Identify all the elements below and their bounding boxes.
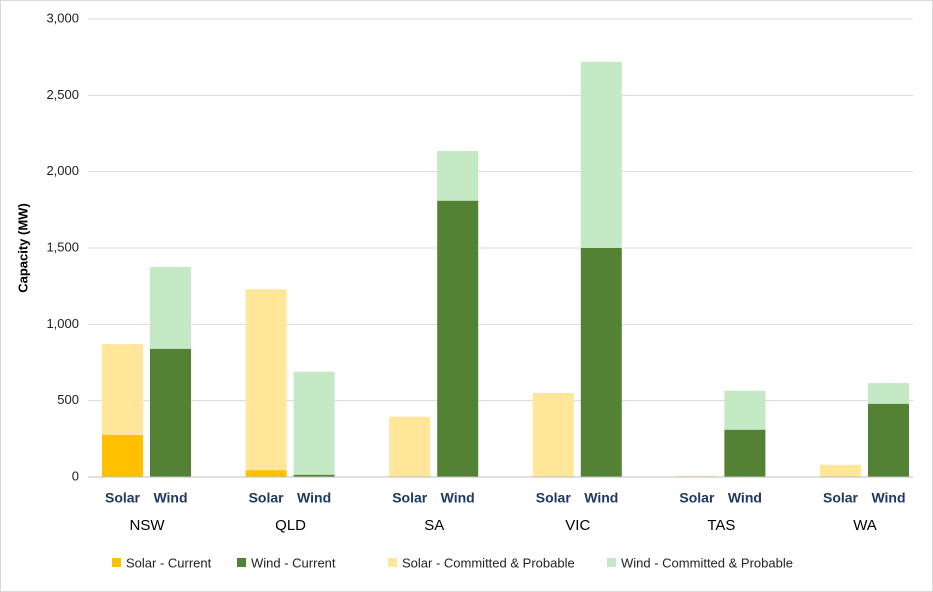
bar-segment bbox=[293, 371, 335, 475]
y-tick-label: 500 bbox=[57, 392, 79, 407]
bar-segment bbox=[102, 435, 143, 477]
legend-swatch bbox=[237, 558, 246, 567]
bar-segment bbox=[820, 464, 861, 477]
bar-segment bbox=[293, 474, 335, 477]
y-tick-label: 1,500 bbox=[46, 239, 79, 254]
bar-segment bbox=[102, 344, 143, 436]
bar-label: Wind bbox=[153, 490, 187, 506]
bar-segment bbox=[724, 390, 766, 430]
bar-segment bbox=[245, 289, 287, 471]
region-label: VIC bbox=[565, 517, 590, 534]
bar-segment bbox=[868, 403, 909, 477]
y-tick-label: 3,000 bbox=[46, 10, 79, 25]
legend-label: Solar - Committed & Probable bbox=[402, 555, 575, 570]
legend-label: Wind - Committed & Probable bbox=[621, 555, 793, 570]
bar-label: Wind bbox=[584, 490, 618, 506]
bar-segment bbox=[868, 383, 909, 404]
bar-segment bbox=[724, 429, 766, 477]
bar-label: Wind bbox=[441, 490, 475, 506]
legend-label: Solar - Current bbox=[126, 555, 212, 570]
bar-label: Wind bbox=[871, 490, 905, 506]
bar-label: Solar bbox=[823, 490, 859, 506]
legend-swatch bbox=[112, 558, 121, 567]
region-label: QLD bbox=[275, 517, 306, 534]
region-label: NSW bbox=[130, 517, 166, 534]
region-label: SA bbox=[424, 517, 444, 534]
bar-segment bbox=[532, 393, 574, 477]
y-axis-title: Capacity (MW) bbox=[15, 203, 30, 293]
bar-label: Solar bbox=[392, 490, 428, 506]
legend-label: Wind - Current bbox=[251, 555, 336, 570]
bar-segment bbox=[676, 475, 718, 477]
bar-label: Solar bbox=[536, 490, 572, 506]
bar-label: Wind bbox=[297, 490, 331, 506]
y-tick-label: 1,000 bbox=[46, 316, 79, 331]
bar-segment bbox=[150, 267, 191, 349]
bar-segment bbox=[150, 348, 191, 477]
region-label: TAS bbox=[707, 517, 735, 534]
bar-label: Solar bbox=[105, 490, 141, 506]
y-tick-label: 0 bbox=[72, 468, 79, 483]
bar-segment bbox=[437, 151, 479, 201]
region-label: WA bbox=[853, 517, 877, 534]
bar-segment bbox=[580, 248, 622, 477]
bar-segment bbox=[437, 200, 479, 477]
y-tick-label: 2,500 bbox=[46, 87, 79, 102]
legend-swatch bbox=[607, 558, 616, 567]
bar-segment bbox=[245, 470, 287, 477]
bar-segment bbox=[580, 61, 622, 248]
legend-swatch bbox=[388, 558, 397, 567]
y-tick-label: 2,000 bbox=[46, 163, 79, 178]
bar-label: Solar bbox=[249, 490, 285, 506]
bar-label: Solar bbox=[679, 490, 715, 506]
bar-label: Wind bbox=[728, 490, 762, 506]
bar-segment bbox=[389, 416, 431, 477]
